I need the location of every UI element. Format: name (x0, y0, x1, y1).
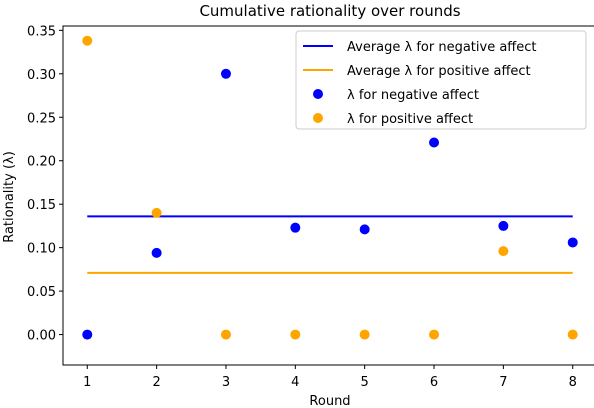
y-tick-label: 0.35 (27, 24, 56, 39)
data-point (220, 68, 231, 79)
data-point (429, 329, 440, 340)
legend-frame (295, 30, 587, 130)
x-axis-label: Round (309, 394, 350, 408)
x-tick-label: 7 (499, 375, 507, 390)
x-tick-label: 5 (361, 375, 369, 390)
data-point (151, 207, 162, 218)
y-tick-label: 0.05 (27, 285, 56, 300)
y-tick-label: 0.25 (27, 111, 56, 126)
legend-swatch-dot (313, 89, 323, 99)
data-point (290, 222, 301, 233)
legend-label: Average λ for positive affect (347, 64, 531, 79)
data-point (359, 224, 370, 235)
x-tick-label: 2 (152, 375, 160, 390)
plot-marks (82, 35, 578, 340)
y-tick-label: 0.20 (27, 155, 56, 170)
x-tick-label: 1 (83, 375, 91, 390)
data-point (151, 247, 162, 258)
plot-frame (62, 25, 594, 366)
legend-label: λ for negative affect (347, 88, 479, 103)
data-point (220, 329, 231, 340)
data-point (290, 329, 301, 340)
y-tick-label: 0.00 (27, 329, 56, 344)
legend-label: λ for positive affect (347, 112, 473, 127)
data-point (567, 329, 578, 340)
legend-swatch-dot (313, 113, 323, 123)
legend: Average λ for negative affect Average λ f… (295, 30, 587, 130)
x-tick-label: 6 (430, 375, 438, 390)
axis-ticks: 1 2 3 4 5 6 7 8 0.00 0.05 0.10 0.15 0.20 0.25 0.30 0.35 (27, 24, 577, 390)
chart-title: Cumulative rationality over rounds (199, 2, 460, 20)
y-tick-label: 0.10 (27, 242, 56, 257)
data-point (498, 246, 509, 257)
data-point (82, 35, 93, 46)
data-point (82, 329, 93, 340)
data-point (567, 237, 578, 248)
data-point (359, 329, 370, 340)
x-tick-label: 4 (291, 375, 299, 390)
x-tick-label: 3 (222, 375, 230, 390)
y-axis-label: Rationality (λ) (2, 151, 17, 243)
legend-label: Average λ for negative affect (347, 40, 537, 55)
data-point (429, 137, 440, 148)
y-tick-label: 0.30 (27, 68, 56, 83)
data-point (498, 220, 509, 231)
x-tick-label: 8 (569, 375, 577, 390)
y-tick-label: 0.15 (27, 198, 56, 213)
